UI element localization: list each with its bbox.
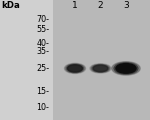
Ellipse shape: [64, 63, 86, 73]
Text: 1: 1: [72, 2, 78, 11]
Text: kDa: kDa: [2, 2, 20, 11]
Ellipse shape: [68, 65, 82, 72]
Ellipse shape: [114, 63, 138, 74]
Text: 55-: 55-: [36, 26, 50, 35]
Ellipse shape: [66, 64, 84, 73]
Text: 35-: 35-: [36, 47, 50, 56]
Ellipse shape: [90, 64, 111, 73]
Text: 3: 3: [123, 2, 129, 11]
Text: 2: 2: [98, 2, 103, 11]
Ellipse shape: [93, 65, 108, 72]
Text: 15-: 15-: [36, 87, 50, 96]
Text: 10-: 10-: [37, 103, 50, 113]
Text: 40-: 40-: [37, 39, 50, 48]
Text: 70-: 70-: [36, 15, 50, 24]
Ellipse shape: [112, 62, 140, 75]
FancyBboxPatch shape: [52, 0, 150, 120]
Text: 25-: 25-: [36, 64, 50, 73]
Ellipse shape: [92, 64, 110, 72]
Ellipse shape: [116, 64, 136, 73]
